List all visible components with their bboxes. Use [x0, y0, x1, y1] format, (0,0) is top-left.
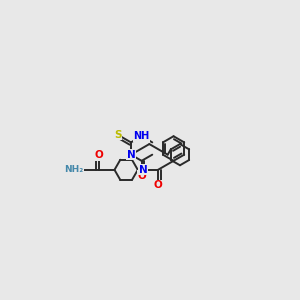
Text: N: N: [127, 150, 135, 160]
Text: NH: NH: [134, 131, 150, 141]
Text: NH₂: NH₂: [64, 165, 84, 174]
Text: O: O: [94, 150, 103, 160]
Text: O: O: [154, 180, 162, 190]
Text: N: N: [139, 165, 148, 175]
Text: O: O: [137, 170, 146, 181]
Text: S: S: [114, 130, 122, 140]
